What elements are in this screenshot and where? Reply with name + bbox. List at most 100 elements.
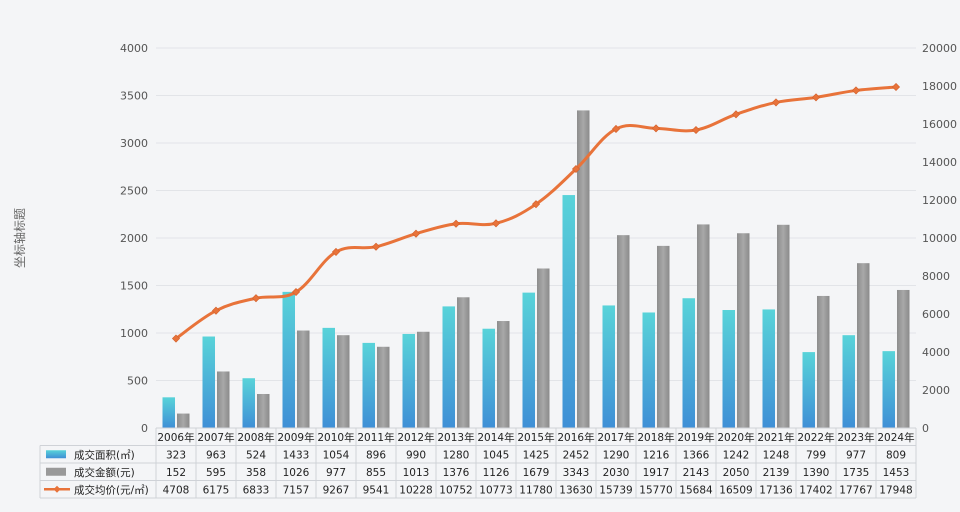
y2-tick-label: 6000 xyxy=(922,308,950,321)
data-label: 10228 xyxy=(399,484,432,496)
bar-amount xyxy=(577,110,590,428)
bar-area xyxy=(242,378,255,428)
bar-amount xyxy=(897,289,910,428)
bar-area xyxy=(322,327,335,428)
data-label: 977 xyxy=(326,467,346,479)
data-label: 10773 xyxy=(479,484,512,496)
bar-area xyxy=(602,305,615,428)
data-label: 11780 xyxy=(519,484,552,496)
y-tick-label: 500 xyxy=(127,375,148,388)
bar-area xyxy=(562,195,575,428)
data-label: 1045 xyxy=(483,449,510,461)
data-label: 15739 xyxy=(599,484,632,496)
price-line-layer xyxy=(171,82,901,343)
data-label: 13630 xyxy=(559,484,592,496)
data-label: 1735 xyxy=(843,467,870,479)
data-label: 1126 xyxy=(483,467,510,479)
data-label: 1013 xyxy=(403,467,430,479)
y-axis-title: 坐标轴标题 xyxy=(12,208,27,268)
bar-amount xyxy=(177,413,190,428)
price-point xyxy=(651,124,661,133)
data-label: 809 xyxy=(886,449,906,461)
data-label: 2030 xyxy=(603,467,630,479)
bar-area xyxy=(282,291,295,428)
bar-area xyxy=(762,309,775,428)
data-label: 2143 xyxy=(683,467,710,479)
price-point xyxy=(531,200,541,209)
bar-amount xyxy=(737,233,750,428)
data-label: 1679 xyxy=(523,467,550,479)
x-tick-label: 2014年 xyxy=(477,431,514,444)
bar-amount xyxy=(457,297,470,428)
bar-amount xyxy=(297,330,310,428)
bar-amount xyxy=(857,263,870,428)
data-label: 2139 xyxy=(763,467,790,479)
bar-amount xyxy=(257,393,270,428)
right-axis-ticks: 0 2000 4000 6000 8000 10000 12000 14000 16000 180… xyxy=(922,42,957,435)
x-tick-label: 2007年 xyxy=(197,431,234,444)
x-tick-label: 2006年 xyxy=(157,431,194,444)
data-label: 2452 xyxy=(563,449,590,461)
y2-tick-label: 18000 xyxy=(922,80,957,93)
x-tick-label: 2024年 xyxy=(877,431,914,444)
data-label: 1425 xyxy=(523,449,550,461)
x-tick-label: 2016年 xyxy=(557,431,594,444)
price-point xyxy=(491,219,501,228)
x-tick-label: 2011年 xyxy=(357,431,394,444)
data-label: 2050 xyxy=(723,467,750,479)
price-point xyxy=(611,124,621,133)
bar-area xyxy=(162,397,175,428)
bar-amount xyxy=(417,331,430,428)
data-label: 17948 xyxy=(879,484,912,496)
data-label: 1280 xyxy=(443,449,470,461)
data-label: 17136 xyxy=(759,484,793,496)
bar-amount xyxy=(337,335,350,428)
bar-amount xyxy=(617,235,630,428)
legend-label: 成交金额(元) xyxy=(74,466,135,479)
data-label: 595 xyxy=(206,467,226,479)
data-label: 16509 xyxy=(719,484,752,496)
bars-layer xyxy=(162,110,910,428)
y2-tick-label: 0 xyxy=(922,422,929,435)
y-tick-label: 3500 xyxy=(120,90,148,103)
data-label: 323 xyxy=(166,449,186,461)
data-label: 9541 xyxy=(363,484,390,496)
data-label: 1453 xyxy=(883,467,910,479)
legend-key xyxy=(46,450,66,459)
y2-tick-label: 20000 xyxy=(922,42,957,55)
y2-tick-label: 2000 xyxy=(922,384,950,397)
x-tick-label: 2012年 xyxy=(397,431,434,444)
x-tick-label: 2009年 xyxy=(277,431,314,444)
y2-tick-label: 10000 xyxy=(922,232,957,245)
x-tick-label: 2019年 xyxy=(677,431,714,444)
data-label: 17767 xyxy=(839,484,872,496)
x-tick-label: 2010年 xyxy=(317,431,354,444)
y2-tick-label: 8000 xyxy=(922,270,950,283)
data-label: 358 xyxy=(246,467,266,479)
price-point xyxy=(251,294,261,303)
y2-tick-label: 14000 xyxy=(922,156,957,169)
bar-area xyxy=(402,333,415,428)
data-label: 1242 xyxy=(723,449,750,461)
bar-area xyxy=(802,352,815,428)
x-tick-label: 2015年 xyxy=(517,431,554,444)
y-tick-label: 1500 xyxy=(120,280,148,293)
bar-area xyxy=(362,342,375,428)
bar-amount xyxy=(497,321,510,428)
data-label: 799 xyxy=(806,449,826,461)
y2-tick-label: 4000 xyxy=(922,346,950,359)
bar-amount xyxy=(657,245,670,428)
price-point xyxy=(171,334,181,343)
x-tick-label: 2018年 xyxy=(637,431,674,444)
x-tick-label: 2017年 xyxy=(597,431,634,444)
price-point xyxy=(371,242,381,251)
data-label: 1026 xyxy=(283,467,310,479)
bar-amount xyxy=(697,224,710,428)
data-label: 1290 xyxy=(603,449,630,461)
data-label: 1248 xyxy=(763,449,790,461)
legend-label: 成交面积(㎡) xyxy=(74,448,135,461)
data-label: 963 xyxy=(206,449,226,461)
y-tick-label: 0 xyxy=(141,422,148,435)
